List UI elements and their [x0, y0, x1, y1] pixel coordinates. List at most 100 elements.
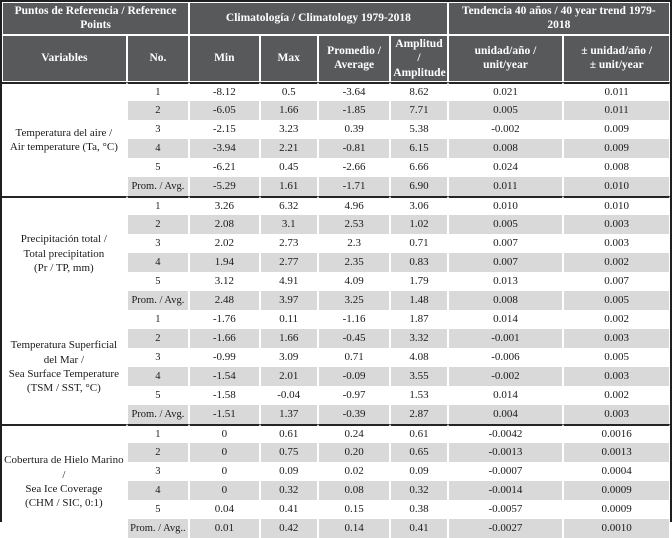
- value-cell-pm: 0.0009: [563, 499, 670, 519]
- table-row: 2 2.08 3.1 2.53 1.02 0.005 0.003: [2, 214, 670, 234]
- value-cell-avg: 0.24: [317, 423, 391, 443]
- value-cell-amp: 0.38: [390, 499, 448, 519]
- table-row: 3 -2.15 3.23 0.39 5.38 -0.002 0.009: [2, 119, 670, 139]
- value-cell-min: 3.12: [189, 271, 260, 291]
- value-cell-avg: 0.02: [317, 461, 391, 481]
- value-cell-max: 0.75: [259, 442, 318, 462]
- value-cell-avg: -0.81: [317, 138, 391, 158]
- row-number-cell: 5: [126, 385, 190, 405]
- table-row: Cobertura de Hielo Marino / Sea Ice Cove…: [2, 423, 670, 538]
- value-cell-min: 0: [189, 480, 260, 500]
- value-cell-min: -1.54: [189, 366, 260, 386]
- table-row: Precipitación total / Total precipitatio…: [2, 195, 670, 310]
- row-number-cell: 4: [126, 138, 190, 158]
- value-cell-min: -1.51: [189, 404, 260, 424]
- value-cell-min: -8.12: [189, 81, 260, 101]
- table-row: 3 0 0.09 0.02 0.09 -0.0007 0.0004: [2, 461, 670, 481]
- row-number-cell: 2: [126, 214, 190, 234]
- value-cell-trend: -0.001: [447, 328, 564, 348]
- value-cell-trend: 0.008: [447, 290, 564, 310]
- value-cell-trend: 0.005: [447, 214, 564, 234]
- row-number-cell: 4: [126, 366, 190, 386]
- row-number-cell: 1: [126, 423, 190, 443]
- row-number-cell: Prom. / Avg.: [126, 290, 190, 310]
- value-cell-avg: 4.09: [317, 271, 391, 291]
- value-cell-amp: 3.06: [390, 195, 448, 215]
- value-cell-avg: 2.53: [317, 214, 391, 234]
- value-cell-min: -1.76: [189, 309, 260, 329]
- variable-label: Cobertura de Hielo Marino / Sea Ice Cove…: [2, 423, 127, 538]
- value-cell-amp: 3.32: [390, 328, 448, 348]
- value-cell-trend: 0.007: [447, 252, 564, 272]
- row-number-cell: Prom. / Avg.: [126, 176, 190, 196]
- value-cell-amp: 0.32: [390, 480, 448, 500]
- value-cell-amp: 1.87: [390, 309, 448, 329]
- table-row: 5 -1.58 -0.04 -0.97 1.53 0.014 0.002: [2, 385, 670, 405]
- value-cell-amp: 7.71: [390, 100, 448, 120]
- value-cell-amp: 1.48: [390, 290, 448, 310]
- value-cell-pm: 0.003: [563, 233, 670, 253]
- value-cell-avg: 0.39: [317, 119, 391, 139]
- value-cell-pm: 0.003: [563, 328, 670, 348]
- value-cell-amp: 6.66: [390, 157, 448, 177]
- table-row: Prom. / Avg. 2.48 3.97 3.25 1.48 0.008 0.005: [2, 290, 670, 310]
- value-cell-trend: 0.013: [447, 271, 564, 291]
- col-header-min: Min: [189, 34, 260, 82]
- value-cell-max: 3.97: [259, 290, 318, 310]
- table-row: 2 -6.05 1.66 -1.85 7.71 0.005 0.011: [2, 100, 670, 120]
- value-cell-min: 0: [189, 423, 260, 443]
- row-number-cell: 1: [126, 195, 190, 215]
- row-number-cell: 3: [126, 461, 190, 481]
- table-row: 3 -0.99 3.09 0.71 4.08 -0.006 0.005: [2, 347, 670, 367]
- value-cell-avg: -0.97: [317, 385, 391, 405]
- value-cell-pm: 0.003: [563, 404, 670, 424]
- row-number-cell: Prom. / Avg.: [126, 404, 190, 424]
- value-cell-pm: 0.010: [563, 176, 670, 196]
- value-cell-pm: 0.005: [563, 290, 670, 310]
- value-cell-avg: -2.66: [317, 157, 391, 177]
- value-cell-amp: 1.02: [390, 214, 448, 234]
- value-cell-pm: 0.0013: [563, 442, 670, 462]
- value-cell-min: -6.05: [189, 100, 260, 120]
- value-cell-min: 1.94: [189, 252, 260, 272]
- value-cell-avg: -3.64: [317, 81, 391, 101]
- col-header-amplitude: Amplitud / Amplitude: [390, 34, 448, 82]
- value-cell-pm: 0.003: [563, 366, 670, 386]
- value-cell-max: 1.66: [259, 328, 318, 348]
- table-row: 4 -1.54 2.01 -0.09 3.55 -0.002 0.003: [2, 366, 670, 386]
- value-cell-pm: 0.0016: [563, 423, 670, 443]
- value-cell-avg: 0.71: [317, 347, 391, 367]
- value-cell-trend: -0.0014: [447, 480, 564, 500]
- row-number-cell: 2: [126, 100, 190, 120]
- table-row: 5 3.12 4.91 4.09 1.79 0.013 0.007: [2, 271, 670, 291]
- value-cell-amp: 0.61: [390, 423, 448, 443]
- variable-label: Temperatura Superficial del Mar / Sea Su…: [2, 309, 127, 424]
- variable-label: Precipitación total / Total precipitatio…: [2, 195, 127, 310]
- value-cell-min: 0: [189, 461, 260, 481]
- value-cell-trend: -0.002: [447, 366, 564, 386]
- value-cell-max: 2.21: [259, 138, 318, 158]
- value-cell-max: 0.5: [259, 81, 318, 101]
- value-cell-amp: 0.09: [390, 461, 448, 481]
- value-cell-max: 6.32: [259, 195, 318, 215]
- value-cell-max: 0.11: [259, 309, 318, 329]
- value-cell-max: 2.01: [259, 366, 318, 386]
- value-cell-min: -2.15: [189, 119, 260, 139]
- value-cell-avg: -0.09: [317, 366, 391, 386]
- value-cell-amp: 1.53: [390, 385, 448, 405]
- value-cell-avg: 2.3: [317, 233, 391, 253]
- row-number-cell: 5: [126, 157, 190, 177]
- value-cell-trend: 0.014: [447, 385, 564, 405]
- value-cell-amp: 8.62: [390, 81, 448, 101]
- header-columns-row: Variables No. Min Max Promedio / Average…: [2, 34, 670, 82]
- value-cell-max: 0.45: [259, 157, 318, 177]
- row-number-cell: 1: [126, 81, 190, 101]
- table-row: 2 0 0.75 0.20 0.65 -0.0013 0.0013: [2, 442, 670, 462]
- value-cell-max: 1.37: [259, 404, 318, 424]
- value-cell-amp: 6.90: [390, 176, 448, 196]
- value-cell-max: 3.23: [259, 119, 318, 139]
- value-cell-max: 3.1: [259, 214, 318, 234]
- value-cell-trend: -0.0013: [447, 442, 564, 462]
- value-cell-pm: 0.011: [563, 81, 670, 101]
- value-cell-pm: 0.007: [563, 271, 670, 291]
